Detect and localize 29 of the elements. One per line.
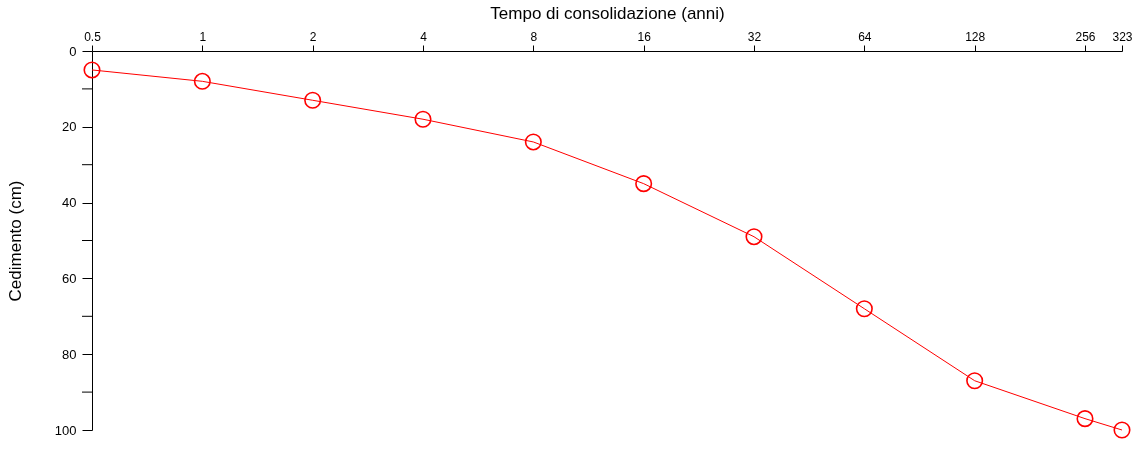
x-tick-label: 128: [965, 29, 986, 44]
x-tick-label: 1: [199, 29, 207, 44]
x-tick-label: 323: [1112, 29, 1133, 44]
x-tick-label: 0.5: [84, 29, 102, 44]
y-tick-label: 40: [62, 195, 77, 211]
x-tick-label: 64: [858, 29, 872, 44]
y-tick-label: 20: [62, 119, 77, 135]
y-tick-label: 80: [62, 346, 77, 362]
y-tick-label: 100: [54, 422, 77, 438]
y-axis-title: Cedimento (cm): [5, 180, 25, 302]
y-tick-label: 60: [62, 270, 77, 286]
x-tick-label: 256: [1075, 29, 1096, 44]
point: [414, 110, 432, 128]
x-tick-label: 4: [420, 29, 428, 44]
point: [745, 228, 763, 246]
x-axis-title: Tempo di consolidazione (anni): [490, 3, 725, 23]
point: [83, 61, 101, 79]
y-tick-label: 0: [69, 43, 77, 59]
point: [855, 300, 873, 318]
point: [304, 91, 322, 109]
point: [193, 72, 211, 90]
x-tick-label: 32: [747, 29, 762, 44]
point: [635, 175, 653, 193]
point: [1076, 410, 1094, 428]
point: [524, 133, 542, 151]
x-tick-label: 2: [309, 29, 317, 44]
x-tick-label: 8: [530, 29, 538, 44]
point: [966, 372, 984, 390]
x-tick-label: 16: [637, 29, 652, 44]
